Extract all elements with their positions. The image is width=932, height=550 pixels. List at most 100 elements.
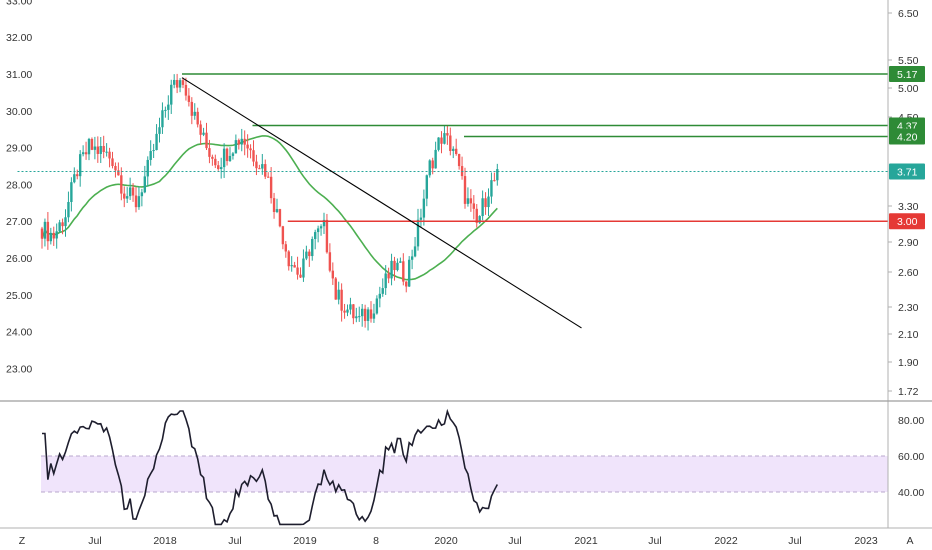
candle-body	[478, 216, 481, 223]
left-axis-tick: 26.00	[6, 253, 32, 265]
candle-body	[84, 152, 88, 155]
candle-body	[463, 176, 467, 204]
level-lines	[17, 73, 888, 329]
left-axis-tick: 32.00	[6, 32, 32, 44]
candle-body	[290, 265, 293, 267]
right-axis-tick: 1.72	[898, 386, 919, 398]
candle-body	[299, 274, 302, 278]
candle-body	[52, 232, 55, 239]
candle-body	[440, 137, 443, 144]
candle-body	[308, 251, 311, 257]
candle-body	[178, 80, 182, 88]
candle-body	[158, 127, 161, 134]
candle-body	[393, 260, 396, 271]
candle-body	[64, 217, 67, 227]
candle-body	[67, 201, 70, 218]
left-axis-tick: 33.00	[6, 0, 32, 7]
price-badge	[889, 128, 925, 145]
candle-body	[466, 198, 470, 204]
candle-body	[266, 176, 270, 178]
candle-body	[146, 159, 149, 177]
candle-body	[70, 182, 73, 202]
candle-body	[214, 158, 217, 166]
candle-body	[407, 259, 411, 287]
moving-average	[41, 135, 498, 281]
price-badge	[889, 66, 925, 82]
candle-body	[234, 140, 238, 154]
candle-body	[117, 170, 120, 176]
candle-body	[43, 221, 47, 239]
candle-body	[399, 261, 402, 263]
candle-body	[164, 109, 167, 111]
candle-body	[475, 208, 478, 223]
candle-body	[360, 308, 364, 317]
candle-body	[111, 158, 114, 167]
candle-body	[343, 310, 346, 313]
candle-body	[493, 180, 496, 182]
left-axis-tick: 28.00	[6, 179, 32, 191]
x-axis-label: 2020	[434, 535, 458, 547]
candle-body	[487, 196, 490, 208]
x-axis-labels: Jul 2018 Jul 2019 8 2020 Jul 2021 Jul 2022 Jul 2023…	[19, 535, 914, 547]
x-axis-label: 2019	[293, 535, 317, 547]
left-axis-tick: 30.00	[6, 106, 32, 118]
candle-body	[363, 308, 367, 321]
trendline	[181, 77, 582, 329]
right-axis-tick: 6.50	[898, 8, 919, 20]
candle-body	[149, 151, 152, 160]
right-axis-tick: 2.90	[898, 237, 919, 249]
candle-body	[454, 148, 458, 155]
x-axis-label: Jul	[228, 535, 241, 547]
candle-body	[246, 144, 249, 149]
price-badge	[889, 213, 925, 230]
candle-body	[381, 288, 384, 294]
left-axis-tick: 23.00	[6, 363, 32, 375]
candle-body	[87, 138, 91, 155]
candle-body	[175, 79, 179, 88]
candle-body	[49, 232, 53, 242]
candle-body	[131, 187, 135, 196]
candle-body	[372, 313, 376, 319]
candle-body	[390, 260, 393, 279]
left-axis-tick: 29.00	[6, 143, 32, 155]
candle-body	[443, 133, 446, 144]
x-axis-label: 2018	[153, 535, 177, 547]
candle-body	[481, 198, 484, 217]
x-axis-label: 2022	[714, 535, 738, 547]
candle-body	[331, 270, 335, 279]
x-axis-label: Jul	[648, 535, 661, 547]
x-axis-label: 8	[373, 535, 379, 547]
candle-body	[187, 95, 191, 102]
candle-body	[313, 232, 317, 239]
candle-body	[55, 231, 58, 239]
candle-body	[61, 222, 64, 227]
candle-body	[322, 219, 326, 227]
candle-body	[281, 226, 285, 245]
candle-body	[96, 146, 100, 154]
candle-body	[428, 160, 431, 176]
candle-body	[402, 261, 405, 282]
candle-body	[258, 168, 261, 170]
candle-body	[261, 164, 264, 169]
candle-body	[422, 198, 426, 218]
candle-body	[255, 161, 258, 169]
candle-body	[425, 175, 429, 199]
rsi-panel: 80.00 60.00 40.00	[41, 408, 924, 526]
x-axis-label: 2023	[854, 535, 878, 547]
candle-body	[170, 84, 173, 105]
candle-body	[340, 289, 343, 311]
candle-body	[193, 111, 196, 116]
price-badge-label: 3.71	[897, 167, 918, 179]
candle-body	[181, 80, 185, 85]
candle-body	[58, 222, 61, 232]
left-axis-tick: 25.00	[6, 290, 32, 302]
candle-body	[437, 137, 440, 150]
candle-body	[434, 149, 437, 169]
candle-body	[78, 154, 82, 177]
candle-body	[375, 298, 379, 314]
candle-body	[120, 175, 123, 194]
candle-body	[161, 110, 164, 128]
candle-body	[302, 258, 305, 278]
price-badge	[889, 163, 925, 180]
